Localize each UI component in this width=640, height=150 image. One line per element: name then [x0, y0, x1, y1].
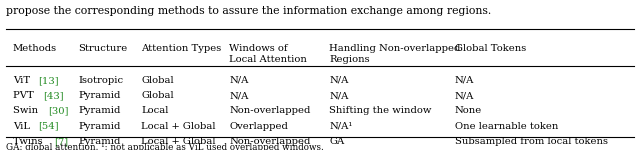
Text: Non-overlapped: Non-overlapped: [229, 106, 310, 116]
Text: Methods: Methods: [13, 45, 57, 54]
Text: ViT: ViT: [13, 76, 33, 85]
Text: N/A¹: N/A¹: [330, 122, 353, 131]
Text: N/A: N/A: [229, 76, 248, 85]
Text: Local: Local: [141, 106, 168, 116]
Text: N/A: N/A: [455, 91, 474, 100]
Text: Pyramid: Pyramid: [79, 122, 121, 131]
Text: Global Tokens: Global Tokens: [455, 45, 526, 54]
Text: propose the corresponding methods to assure the information exchange among regio: propose the corresponding methods to ass…: [6, 6, 492, 16]
Text: Isotropic: Isotropic: [79, 76, 124, 85]
Text: Overlapped: Overlapped: [229, 122, 288, 131]
Text: Structure: Structure: [79, 45, 128, 54]
Text: PVT: PVT: [13, 91, 36, 100]
Text: GA: GA: [330, 137, 345, 146]
Text: [7]: [7]: [54, 137, 68, 146]
Text: Subsampled from local tokens: Subsampled from local tokens: [455, 137, 608, 146]
Text: Pyramid: Pyramid: [79, 91, 121, 100]
Text: Twins: Twins: [13, 137, 45, 146]
Text: Windows of
Local Attention: Windows of Local Attention: [229, 45, 307, 64]
Text: Shifting the window: Shifting the window: [330, 106, 432, 116]
Text: Local + Global: Local + Global: [141, 137, 216, 146]
Text: Attention Types: Attention Types: [141, 45, 221, 54]
Text: Handling Non-overlapped
Regions: Handling Non-overlapped Regions: [330, 45, 461, 64]
Text: [30]: [30]: [49, 106, 69, 116]
Text: [43]: [43]: [43, 91, 63, 100]
Text: Pyramid: Pyramid: [79, 106, 121, 116]
Text: Pyramid: Pyramid: [79, 137, 121, 146]
Text: N/A: N/A: [330, 76, 349, 85]
Text: Non-overlapped: Non-overlapped: [229, 137, 310, 146]
Text: Swin: Swin: [13, 106, 41, 116]
Text: Local + Global: Local + Global: [141, 122, 216, 131]
Text: ViL: ViL: [13, 122, 33, 131]
Text: None: None: [455, 106, 482, 116]
Text: N/A: N/A: [455, 76, 474, 85]
Text: N/A: N/A: [330, 91, 349, 100]
Text: One learnable token: One learnable token: [455, 122, 558, 131]
Text: Global: Global: [141, 91, 174, 100]
Text: [13]: [13]: [38, 76, 59, 85]
Text: [54]: [54]: [38, 122, 59, 131]
Text: N/A: N/A: [229, 91, 248, 100]
Text: GA: global attention. ¹: not applicable as ViL used overlapped windows.: GA: global attention. ¹: not applicable …: [6, 143, 324, 150]
Text: Global: Global: [141, 76, 174, 85]
